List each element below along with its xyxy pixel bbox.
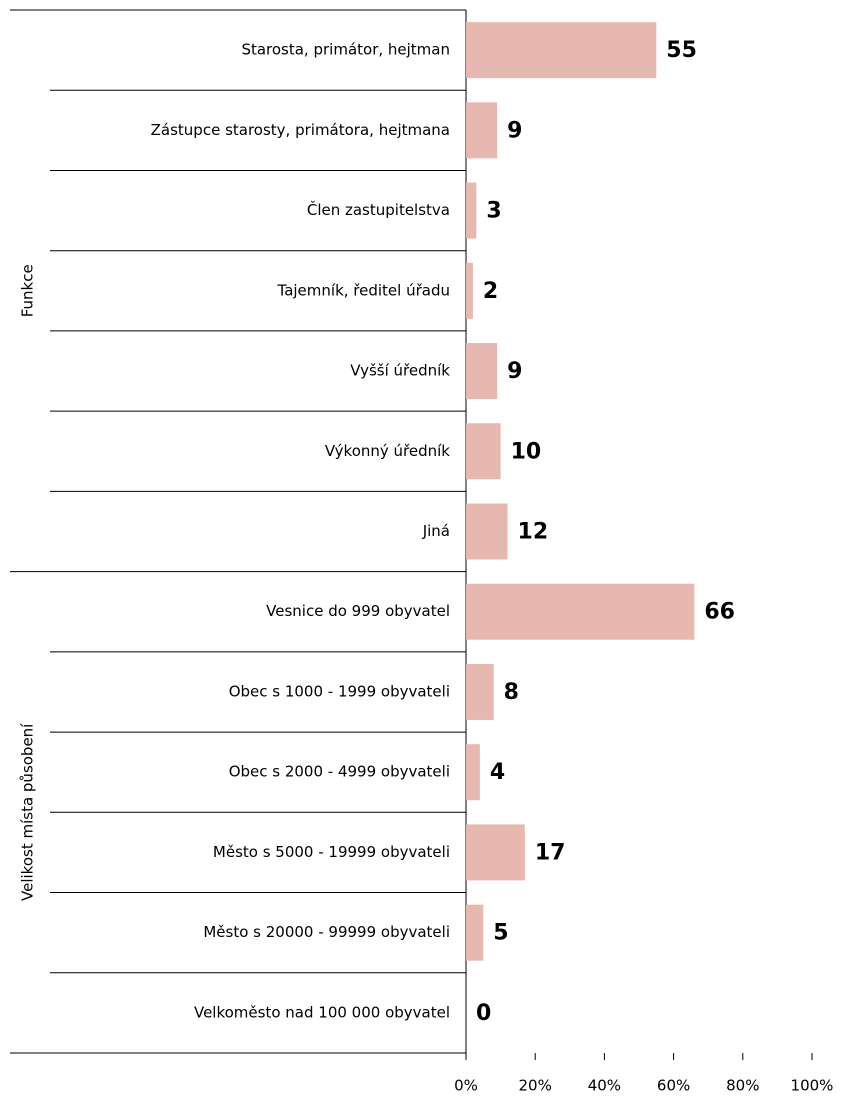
category-label: Vesnice do 999 obyvatel	[266, 602, 450, 620]
bar	[466, 423, 501, 480]
category-label: Jiná	[422, 522, 450, 540]
category-label: Starosta, primátor, hejtman	[241, 41, 450, 59]
value-label: 9	[507, 118, 522, 143]
x-tick-label: 80%	[726, 1077, 759, 1095]
value-label: 5	[493, 921, 508, 946]
x-tick-label: 40%	[588, 1077, 621, 1095]
bar	[466, 583, 695, 640]
value-label: 0	[476, 1001, 491, 1026]
bar	[466, 824, 525, 881]
category-label: Vyšší úředník	[350, 362, 450, 380]
x-tick-label: 100%	[791, 1077, 834, 1095]
category-label: Město s 20000 - 99999 obyvateli	[203, 923, 450, 941]
category-label: Výkonný úředník	[325, 442, 450, 460]
value-label: 4	[490, 760, 505, 785]
category-label: Město s 5000 - 19999 obyvateli	[213, 843, 450, 861]
value-label: 3	[486, 199, 501, 224]
x-tick-label: 0%	[454, 1077, 478, 1095]
bar	[466, 182, 477, 239]
value-label: 2	[483, 279, 498, 304]
value-label: 66	[704, 600, 735, 625]
x-tick-label: 60%	[657, 1077, 690, 1095]
x-tick-label: 20%	[519, 1077, 552, 1095]
category-label: Zástupce starosty, primátora, hejtmana	[151, 121, 450, 139]
bar	[466, 744, 480, 801]
value-label: 9	[507, 359, 522, 384]
category-label: Tajemník, ředitel úřadu	[277, 281, 450, 299]
category-label: Člen zastupitelstva	[307, 200, 450, 219]
bar	[466, 503, 508, 560]
group-label: Velikost místa působení	[19, 723, 37, 901]
bar	[466, 663, 494, 720]
bar	[466, 904, 484, 961]
value-label: 8	[504, 680, 519, 705]
group-label: Funkce	[19, 264, 37, 317]
value-label: 12	[518, 520, 549, 545]
value-label: 55	[666, 38, 697, 63]
bar	[466, 102, 498, 159]
category-label: Velkoměsto nad 100 000 obyvatel	[194, 1003, 450, 1021]
category-label: Obec s 2000 - 4999 obyvateli	[229, 763, 450, 781]
value-label: 17	[535, 840, 566, 865]
category-label: Obec s 1000 - 1999 obyvateli	[229, 682, 450, 700]
bar	[466, 343, 498, 400]
value-label: 10	[511, 439, 542, 464]
bar	[466, 22, 657, 79]
bar	[466, 262, 473, 319]
